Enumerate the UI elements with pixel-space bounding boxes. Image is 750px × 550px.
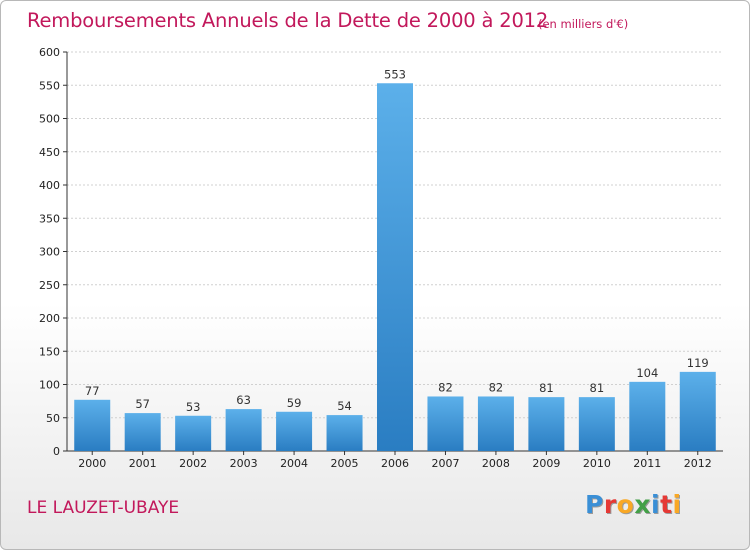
y-tick-label: 200 xyxy=(39,312,60,325)
data-label: 77 xyxy=(85,384,100,398)
bar xyxy=(477,396,514,451)
x-tick-label: 2012 xyxy=(684,457,712,470)
data-label: 54 xyxy=(337,399,352,413)
x-tick-label: 2000 xyxy=(78,457,106,470)
x-tick-label: 2006 xyxy=(381,457,409,470)
bar xyxy=(679,371,716,451)
logo-letter: o xyxy=(616,490,635,519)
bars xyxy=(74,83,716,451)
data-label: 81 xyxy=(539,381,554,395)
y-tick-label: 100 xyxy=(39,379,60,392)
bar xyxy=(74,399,111,451)
logo-letter: i xyxy=(672,490,682,519)
y-tick-label: 550 xyxy=(39,79,60,92)
y-tick-label: 400 xyxy=(39,179,60,192)
data-label: 59 xyxy=(287,396,302,410)
data-label: 553 xyxy=(384,67,406,81)
bar xyxy=(326,415,363,451)
y-tick-label: 150 xyxy=(39,345,60,358)
x-tick-label: 2005 xyxy=(331,457,359,470)
data-label: 57 xyxy=(135,397,150,411)
bar xyxy=(276,411,313,451)
data-label: 63 xyxy=(236,393,251,407)
bar xyxy=(377,83,413,451)
commune-name: LE LAUZET-UBAYE xyxy=(27,498,180,518)
y-tick-label: 300 xyxy=(39,246,60,259)
y-tick-label: 0 xyxy=(53,445,60,458)
x-tick-label: 2007 xyxy=(431,457,459,470)
bar xyxy=(124,413,161,451)
logo-letter: t xyxy=(660,490,673,519)
logo-letter: i xyxy=(651,490,661,519)
x-tick-label: 2001 xyxy=(129,457,157,470)
chart-title: Remboursements Annuels de la Dette de 20… xyxy=(27,9,549,32)
logo-letter: r xyxy=(603,490,617,519)
data-label: 53 xyxy=(186,400,201,414)
y-tick-label: 250 xyxy=(39,279,60,292)
bar xyxy=(528,397,565,451)
bar xyxy=(578,397,615,451)
x-tick-label: 2004 xyxy=(280,457,308,470)
x-tick-label: 2003 xyxy=(230,457,258,470)
data-label: 82 xyxy=(489,380,504,394)
x-tick-label: 2011 xyxy=(633,457,661,470)
y-tick-label: 500 xyxy=(39,113,60,126)
data-label: 119 xyxy=(687,356,709,370)
data-label: 81 xyxy=(590,381,605,395)
chart-unit: (en milliers d'€) xyxy=(538,17,629,31)
bar xyxy=(175,415,212,451)
y-tick-label: 450 xyxy=(39,146,60,159)
data-labels: 77 57 53 63 59 54 553 82 82 81 81 104 119 xyxy=(85,67,709,414)
proxiti-logo: Proxiti xyxy=(585,490,682,519)
data-label: 104 xyxy=(636,366,658,380)
y-tick-label: 600 xyxy=(39,46,60,59)
y-tick-label: 350 xyxy=(39,212,60,225)
axes: 0 50 100 150 200 250 300 350 400 450 500 550 600 2000… xyxy=(39,46,723,470)
bar xyxy=(629,381,666,451)
x-tick-label: 2008 xyxy=(482,457,510,470)
x-tick-label: 2002 xyxy=(179,457,207,470)
x-tick-label: 2009 xyxy=(532,457,560,470)
bar xyxy=(427,396,464,451)
bar xyxy=(225,409,262,451)
logo-letter: x xyxy=(634,490,651,519)
data-label: 82 xyxy=(438,380,453,394)
y-tick-label: 50 xyxy=(46,412,60,425)
x-tick-label: 2010 xyxy=(583,457,611,470)
logo-letter: P xyxy=(585,490,604,519)
